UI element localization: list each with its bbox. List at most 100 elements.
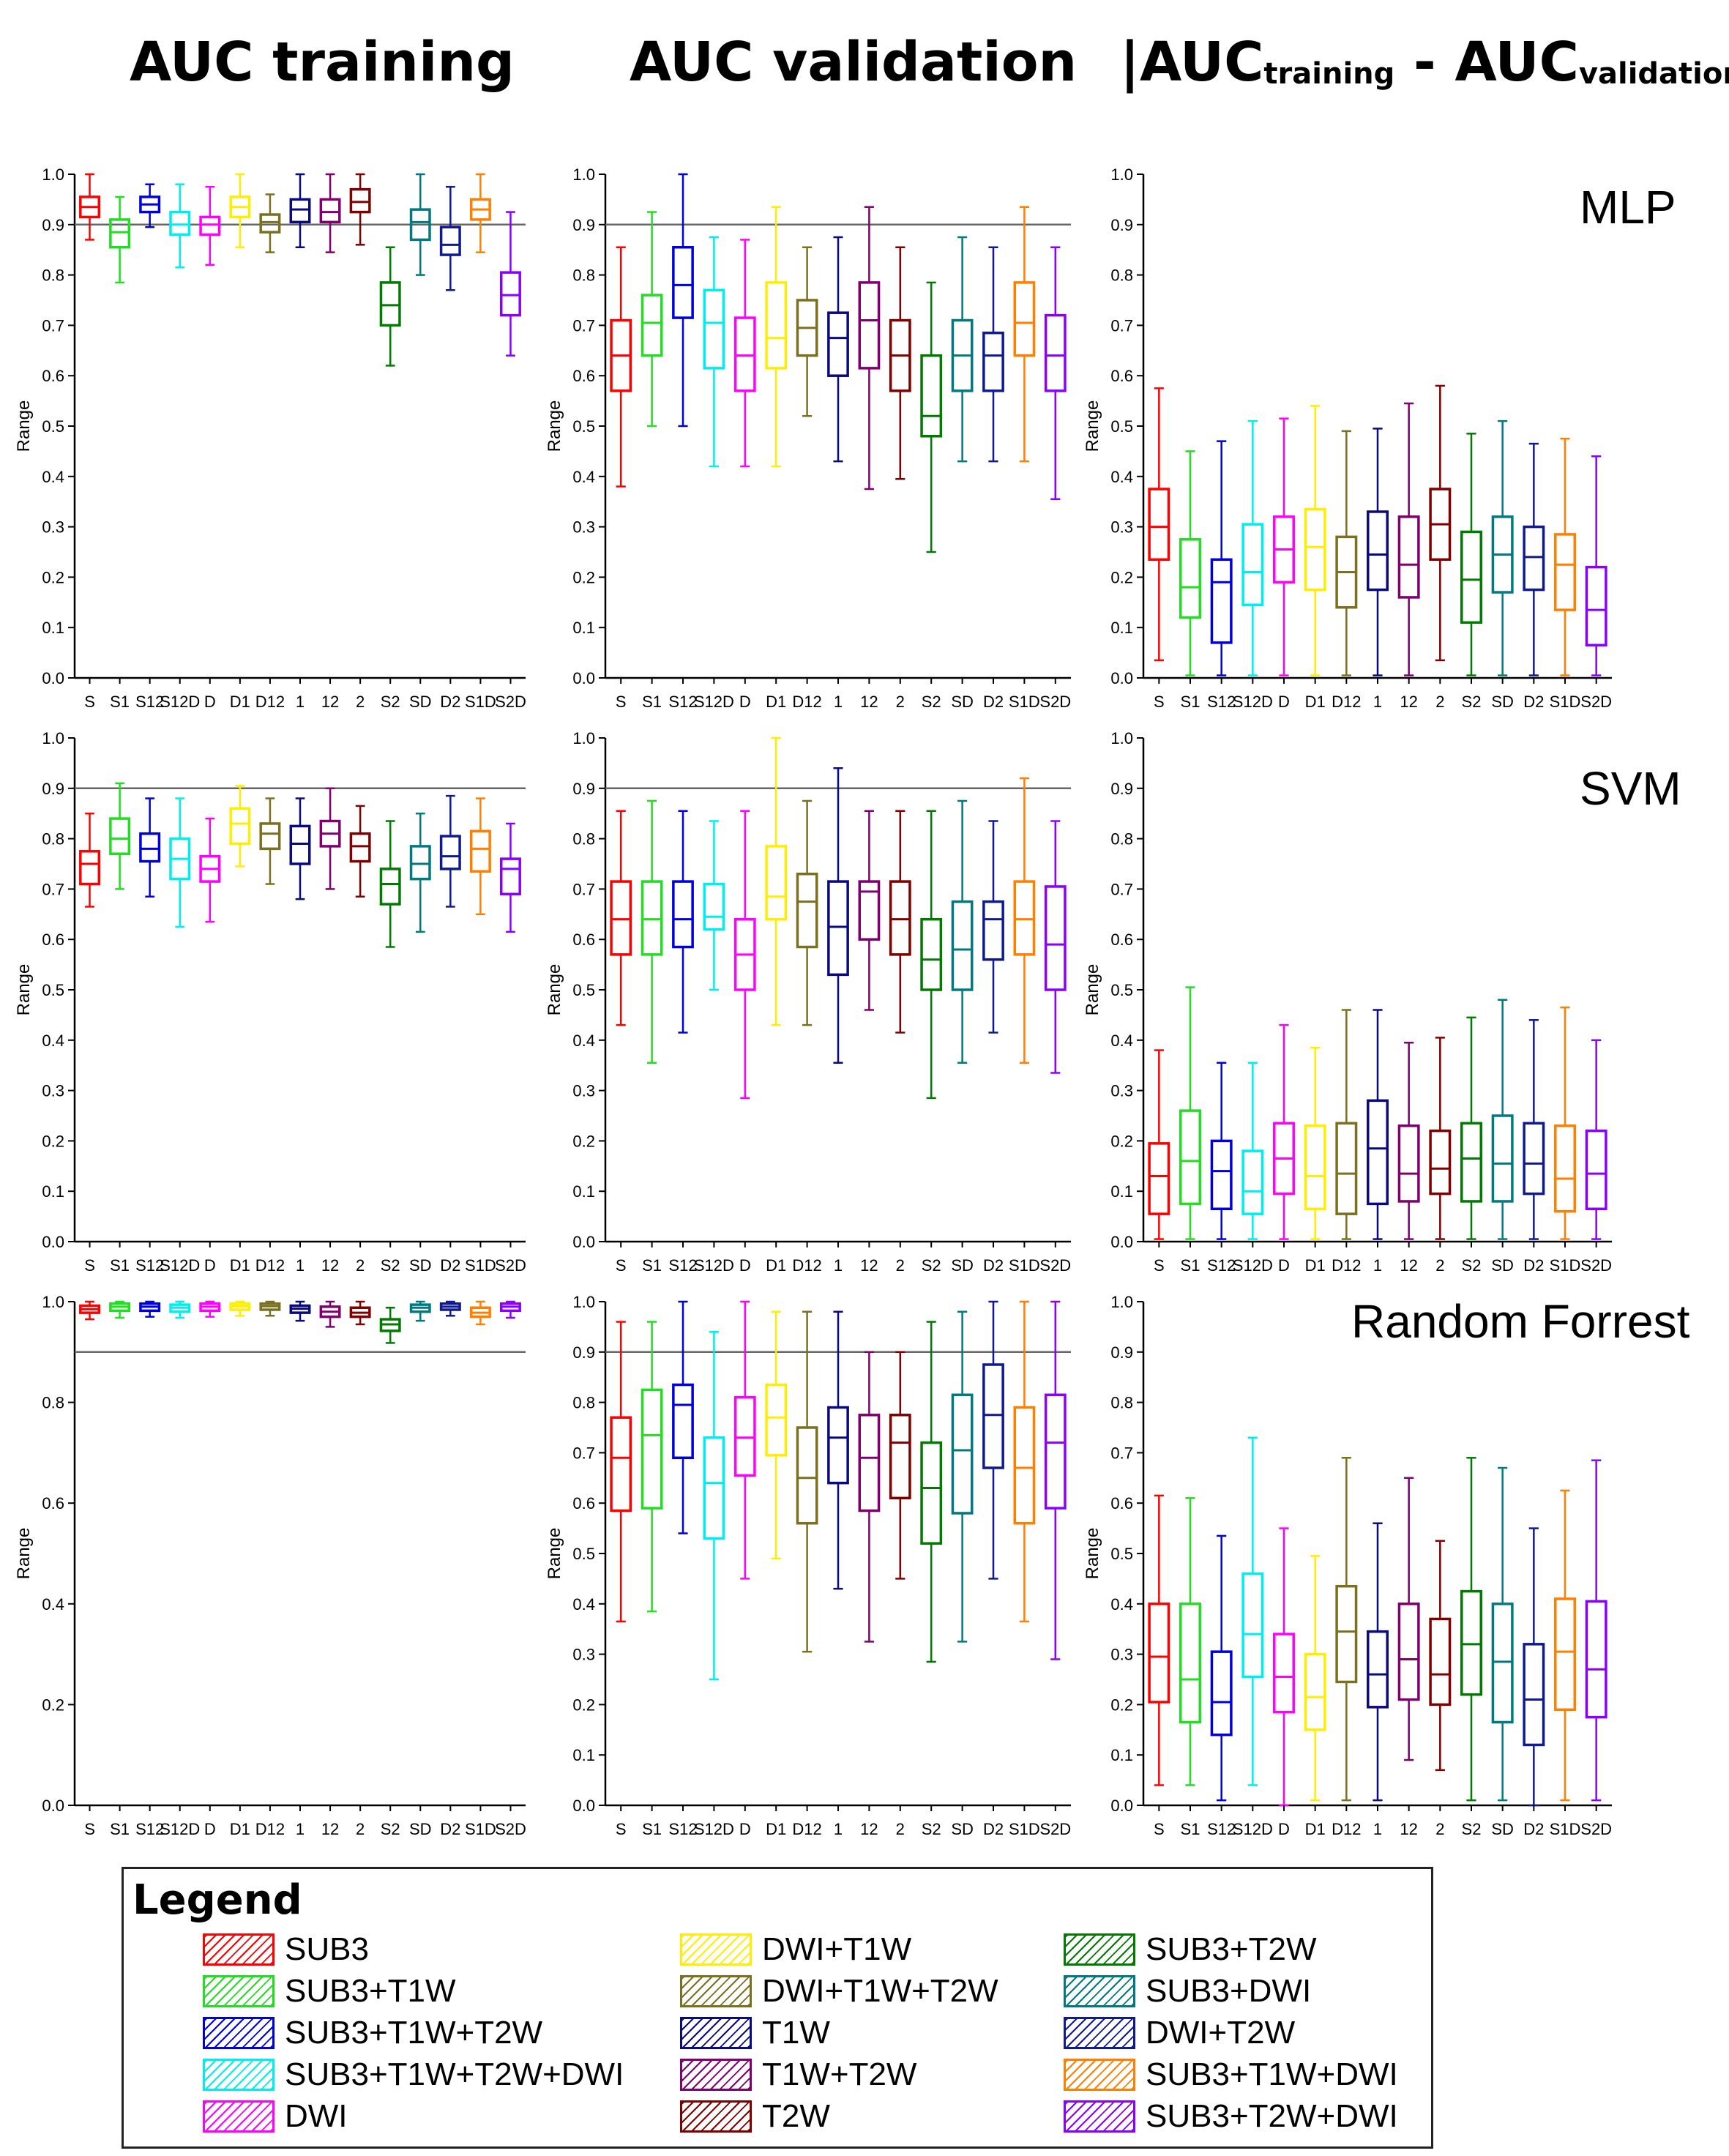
x-tick-label: D1: [230, 1256, 250, 1275]
box-iqr: [1210, 558, 1233, 644]
y-tick-label: 1.0: [42, 729, 64, 747]
x-tick-label: S1: [1181, 1820, 1200, 1838]
x-tick-label: S: [84, 1820, 95, 1838]
y-tick-label: 0.9: [1110, 216, 1133, 234]
box-S12D: [703, 236, 725, 468]
box-iqr: [827, 311, 849, 377]
y-tick-label: 0.0: [1110, 1797, 1133, 1815]
legend-item: DWI+T1W: [680, 1931, 911, 1969]
x-tick-label: 12: [321, 693, 339, 711]
x-tick-label: S2D: [495, 1256, 526, 1275]
x-tick-label: S1: [110, 1820, 130, 1838]
x-tick-label: S2: [381, 1820, 400, 1838]
box-D2: [1523, 1019, 1545, 1240]
x-tick-label: D1: [1305, 693, 1326, 711]
x-tick-label: S1D: [1009, 693, 1040, 711]
y-tick-label: 0.8: [42, 830, 64, 848]
box-S2: [920, 1321, 943, 1663]
x-tick-label: 12: [321, 1256, 339, 1275]
box-iqr: [982, 331, 1004, 392]
box-D12: [259, 193, 281, 253]
x-tick-label: S1D: [1550, 1256, 1581, 1275]
x-tick-label: S: [1154, 693, 1165, 711]
x-tick-label: D1: [766, 1820, 786, 1838]
box-iqr: [229, 807, 251, 846]
box-iqr: [409, 208, 431, 242]
box-D: [199, 185, 221, 266]
box-S1D: [1554, 1489, 1576, 1802]
x-tick-label: 2: [356, 1256, 365, 1275]
legend-box: Legend SUB3 SUB3+T1W SUB3+T1W+T2W SUB3+T1W+…: [122, 1867, 1433, 2149]
box-S1: [109, 782, 131, 890]
x-tick-label: D12: [255, 1256, 285, 1275]
box-12: [319, 1300, 341, 1328]
legend-swatch: [680, 2100, 752, 2133]
box-D2: [982, 820, 1004, 1034]
legend-label: DWI+T2W: [1146, 2015, 1296, 2051]
box-2: [349, 1300, 371, 1326]
y-tick-label: 0.8: [1110, 1394, 1133, 1412]
y-tick-label: 0.3: [1110, 1082, 1133, 1100]
y-tick-label: 0.2: [572, 1132, 595, 1150]
box-S2D: [499, 211, 521, 357]
box-D2: [1523, 442, 1545, 676]
column-title-auc-training: AUC training: [129, 31, 515, 94]
box-SD: [1491, 1466, 1514, 1802]
x-tick-label: S1: [1181, 1256, 1200, 1275]
x-tick-label: 2: [356, 693, 365, 711]
y-tick-label: 0.1: [1110, 619, 1133, 637]
box-S1: [641, 1321, 663, 1613]
x-tick-label: D2: [1523, 1820, 1544, 1838]
x-tick-label: SD: [951, 1820, 974, 1838]
box-D2: [439, 185, 461, 291]
box-iqr: [796, 1426, 818, 1525]
legend-item: SUB3+T1W+T2W: [203, 2014, 542, 2052]
y-tick-label: 0.2: [42, 568, 64, 586]
legend-swatch: [680, 1933, 752, 1966]
box-iqr: [672, 246, 694, 319]
y-tick-label: 0.4: [572, 1595, 595, 1614]
box-S12D: [1241, 1436, 1264, 1786]
x-tick-label: 1: [1373, 693, 1382, 711]
x-tick-label: S2: [1462, 1256, 1482, 1275]
legend-item: SUB3: [203, 1931, 369, 1969]
box-SD: [1491, 999, 1514, 1240]
box-iqr: [765, 845, 788, 921]
x-tick-label: S2D: [495, 693, 526, 711]
legend-label: DWI+T1W: [762, 1931, 912, 1967]
x-tick-label: D12: [792, 693, 821, 711]
x-tick-label: S12D: [694, 1820, 734, 1838]
box-iqr: [982, 1363, 1004, 1469]
legend-label: T1W: [762, 2015, 830, 2051]
x-tick-label: S: [84, 693, 95, 711]
x-tick-label: D: [204, 1820, 216, 1838]
x-tick-label: SD: [1491, 1256, 1514, 1275]
box-iqr: [1179, 1109, 1201, 1206]
y-tick-label: 0.0: [42, 1797, 64, 1815]
x-tick-label: D: [1278, 1256, 1290, 1275]
x-tick-label: SD: [409, 693, 432, 711]
box-S1D: [1013, 206, 1036, 463]
x-tick-label: S1D: [465, 1256, 496, 1275]
y-tick-label: 1.0: [42, 1293, 64, 1311]
box-S2D: [499, 822, 521, 933]
box-12: [858, 1351, 881, 1643]
box-iqr: [1013, 880, 1036, 956]
y-tick-label: 1.0: [572, 729, 595, 747]
x-tick-label: S12D: [1233, 1256, 1273, 1275]
box-iqr: [1367, 1099, 1389, 1206]
y-tick-label: 0.3: [1110, 1646, 1133, 1664]
x-tick-label: D12: [255, 1820, 285, 1838]
box-iqr: [610, 880, 632, 956]
box-iqr: [858, 281, 881, 370]
box-S: [79, 1300, 101, 1321]
box-S2D: [1585, 1459, 1607, 1802]
x-tick-label: S2D: [495, 1820, 526, 1838]
x-tick-label: D12: [1332, 693, 1361, 711]
box-12: [1397, 402, 1420, 676]
x-tick-label: S12D: [694, 1256, 734, 1275]
box-iqr: [1273, 1633, 1295, 1714]
row-label-mlp: MLP: [1580, 181, 1676, 234]
